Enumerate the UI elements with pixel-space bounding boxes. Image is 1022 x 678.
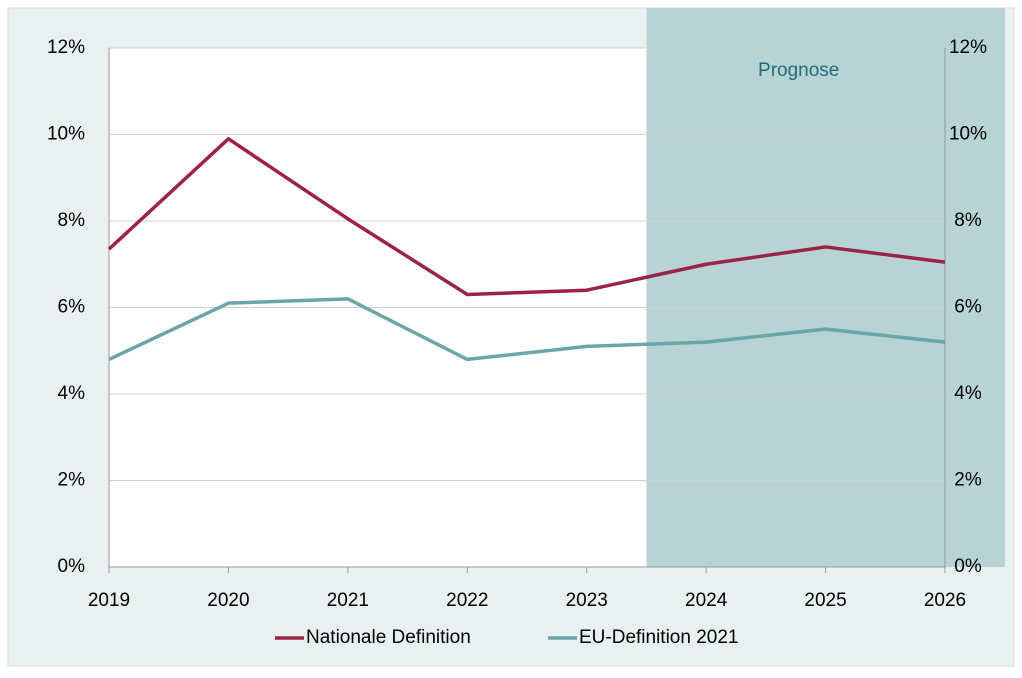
y-tick-label: 6% <box>58 297 86 318</box>
series-line <box>107 137 946 297</box>
x-tick-label: 2026 <box>924 590 966 611</box>
legend-label: Nationale Definition <box>306 627 471 648</box>
y2-tick-label: 4% <box>954 383 982 404</box>
y-tick-label: 0% <box>58 556 86 577</box>
y-tick-label: 10% <box>47 124 85 145</box>
series-line <box>108 297 946 362</box>
y-tick-label: 2% <box>58 470 86 491</box>
x-tick-label: 2019 <box>88 590 130 611</box>
x-tick-label: 2022 <box>446 590 488 611</box>
y2-tick-label: 6% <box>954 297 982 318</box>
y2-tick-label: 2% <box>954 470 982 491</box>
y2-tick-label: 0% <box>954 556 982 577</box>
y2-tick-label: 8% <box>954 210 982 231</box>
legend-label: EU-Definition 2021 <box>579 627 738 648</box>
y-tick-label: 8% <box>58 210 86 231</box>
x-tick-label: 2020 <box>207 590 249 611</box>
forecast-region <box>646 8 1005 567</box>
x-tick-label: 2024 <box>685 590 728 611</box>
y2-tick-label: 12% <box>949 37 987 58</box>
x-tick-label: 2021 <box>327 590 369 611</box>
y-tick-label: 4% <box>58 383 86 404</box>
y-tick-label: 12% <box>47 37 85 58</box>
x-tick-label: 2023 <box>566 590 608 611</box>
y2-tick-label: 10% <box>949 124 987 145</box>
x-tick-label: 2025 <box>804 590 846 611</box>
forecast-label: Prognose <box>758 60 839 81</box>
